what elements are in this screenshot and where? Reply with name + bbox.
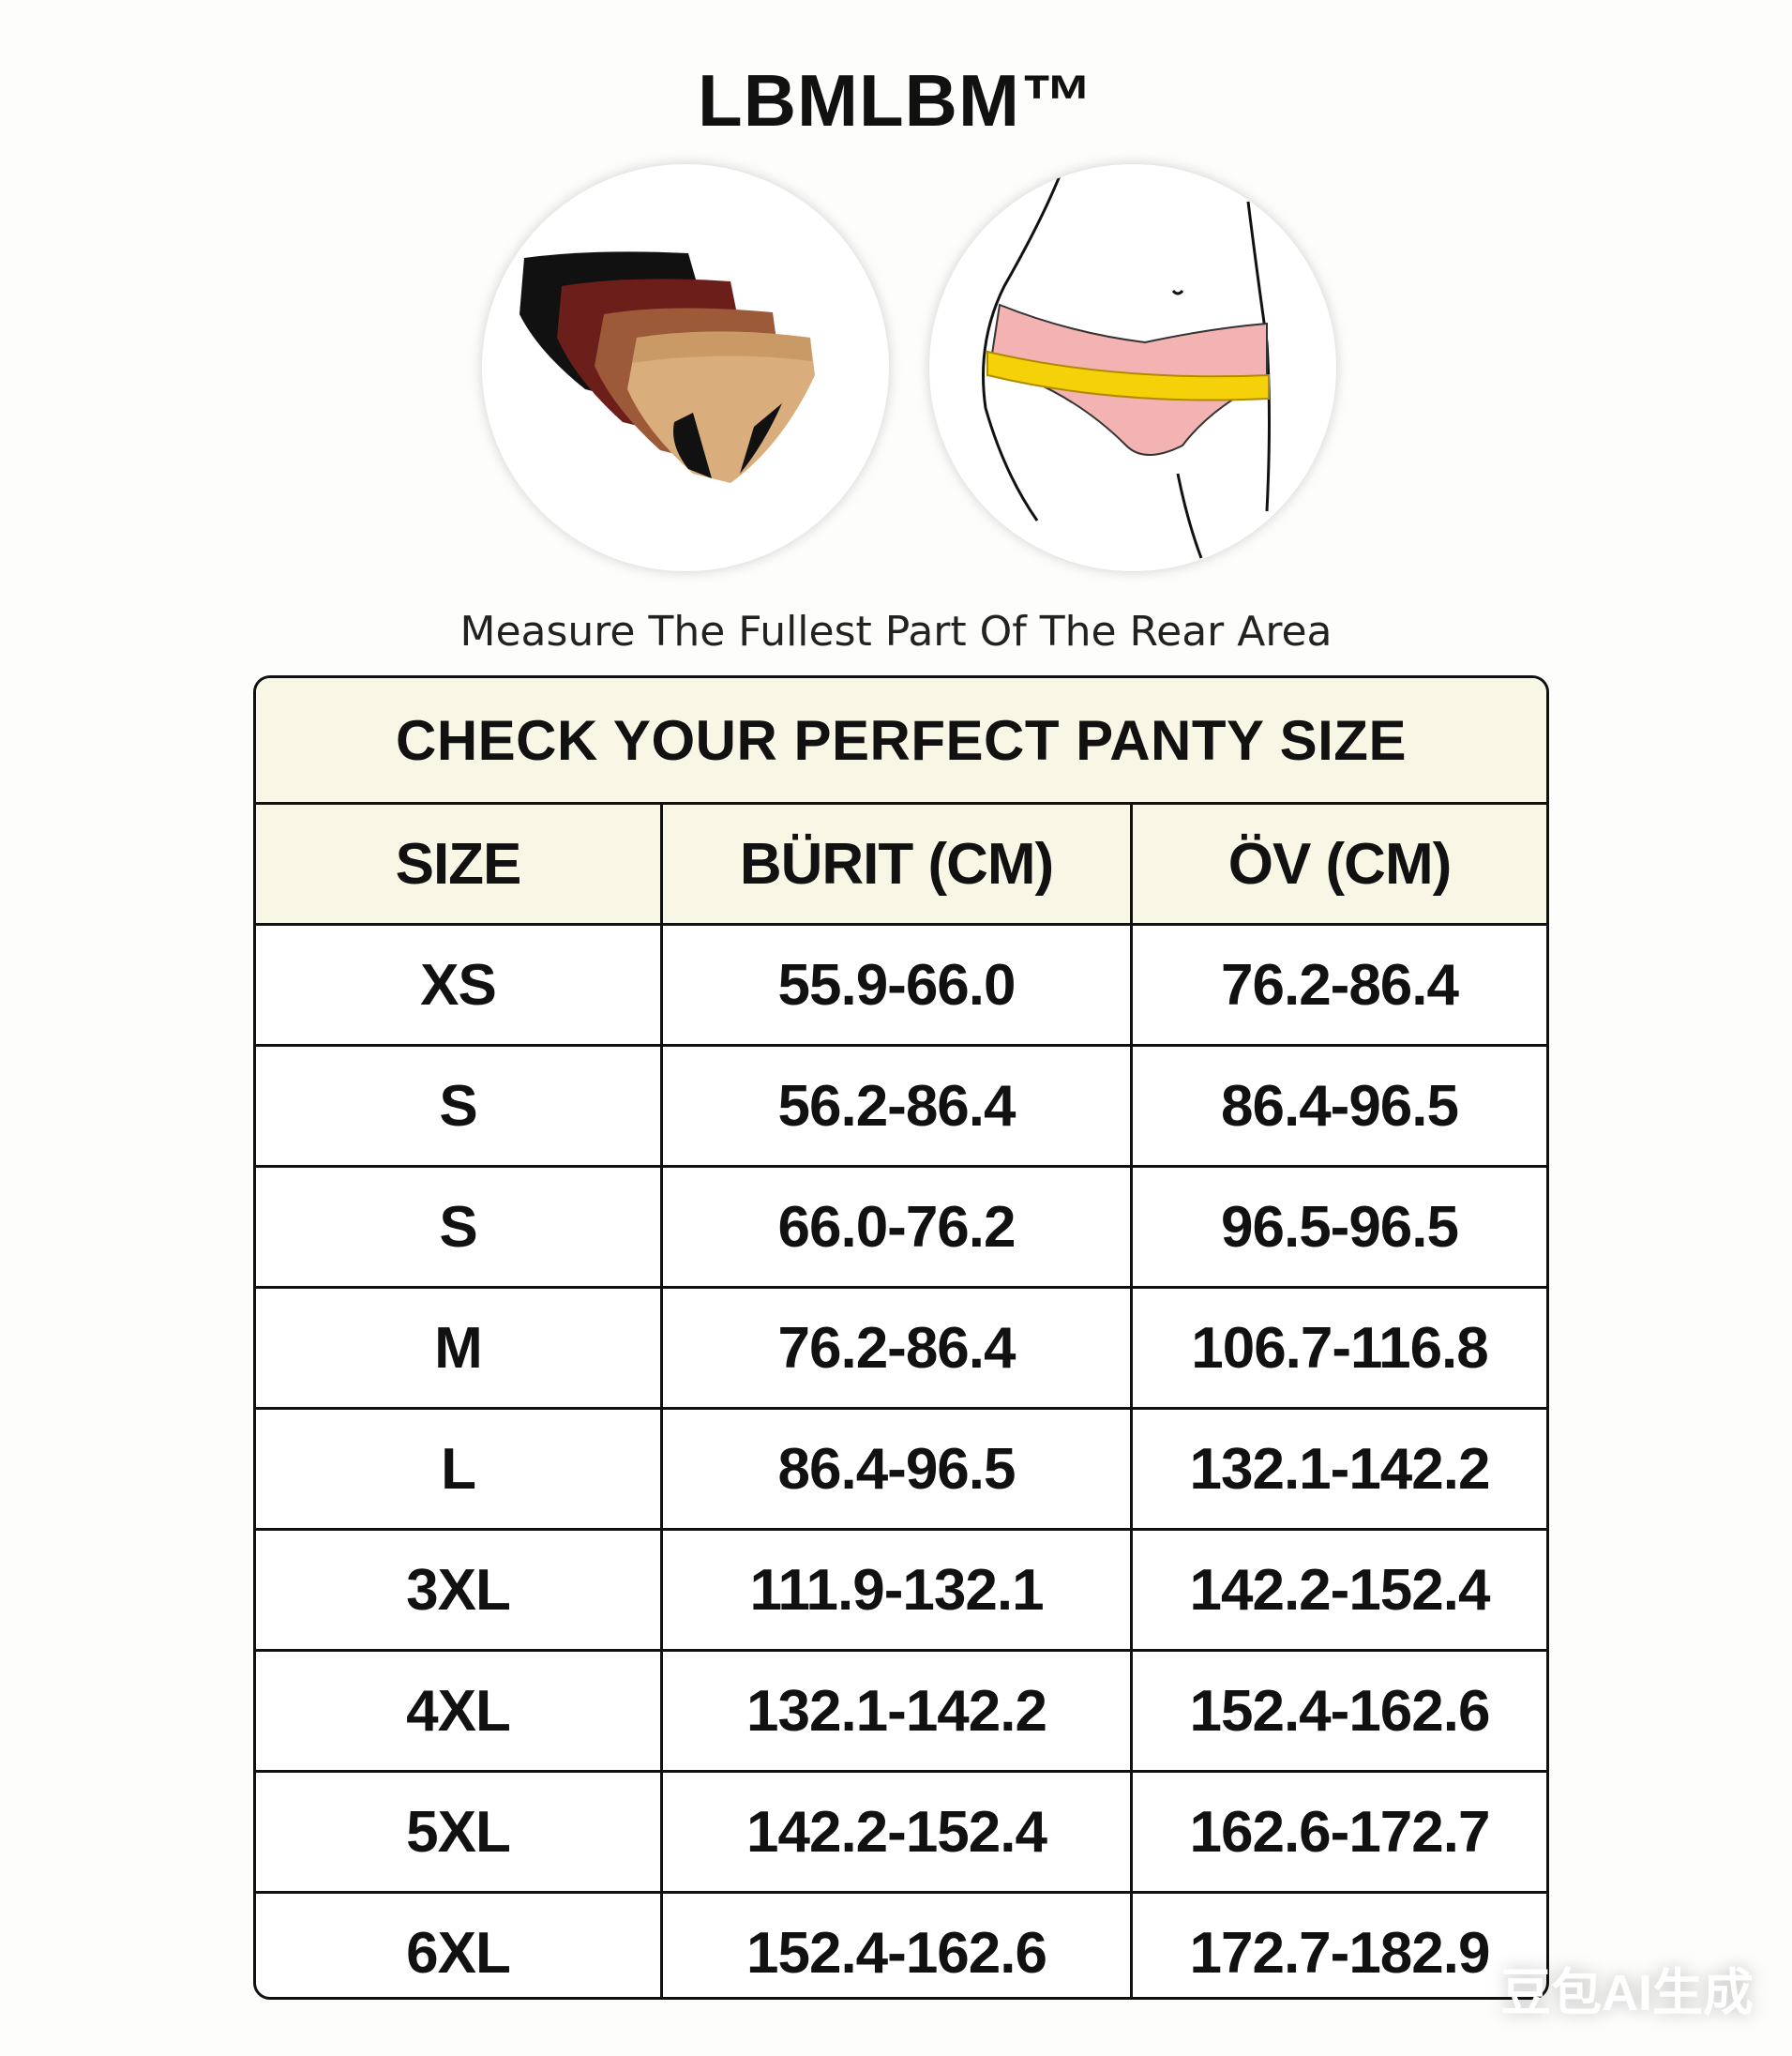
watermark: 豆包AI生成 — [1500, 1965, 1754, 2021]
table-row: 5XL 142.2-152.4 162.6-172.7 — [256, 1773, 1546, 1894]
size-cell: 4XL — [256, 1652, 663, 1770]
waist-cell: 56.2-86.4 — [663, 1047, 1133, 1165]
hip-cell: 86.4-96.5 — [1221, 1073, 1459, 1139]
hip-cell: 106.7-116.8 — [1191, 1315, 1489, 1381]
size-cell: S — [256, 1047, 663, 1165]
hip-cell: 142.2-152.4 — [1189, 1557, 1491, 1623]
table-row: S 66.0-76.2 96.5-96.5 — [256, 1168, 1546, 1289]
waist-cell: 132.1-142.2 — [663, 1652, 1133, 1770]
waist-cell: 55.9-66.0 — [663, 926, 1133, 1044]
hip-measurement-illustration — [929, 164, 1336, 571]
size-cell: 5XL — [256, 1773, 663, 1891]
header-size: SIZE — [256, 805, 663, 923]
table-row: 3XL 111.9-132.1 142.2-152.4 — [256, 1531, 1546, 1652]
table-row: L 86.4-96.5 132.1-142.2 — [256, 1410, 1546, 1531]
size-cell: S — [256, 1168, 663, 1286]
brand-logo: LBMLBM™ — [698, 59, 1094, 142]
panties-stack-image — [482, 164, 889, 571]
header-hip: ÖV (CM) — [1227, 831, 1453, 897]
header-waist: BÜRIT (CM) — [663, 805, 1133, 923]
waist-cell: 142.2-152.4 — [663, 1773, 1133, 1891]
waist-cell: 76.2-86.4 — [663, 1289, 1133, 1407]
size-cell: 6XL — [256, 1894, 663, 1997]
waist-cell: 152.4-162.6 — [663, 1894, 1133, 1997]
hip-cell: 152.4-162.6 — [1189, 1678, 1491, 1744]
size-cell: 3XL — [256, 1531, 663, 1649]
measurement-caption: Measure The Fullest Part Of The Rear Are… — [459, 608, 1333, 656]
size-chart-table: CHECK YOUR PERFECT PANTY SIZE SIZE BÜRIT… — [253, 675, 1549, 2000]
table-row: 6XL 152.4-162.6 172.7-182.9 — [256, 1894, 1546, 1997]
waist-cell: 86.4-96.5 — [663, 1410, 1133, 1528]
size-cell: XS — [256, 926, 663, 1044]
table-title: CHECK YOUR PERFECT PANTY SIZE — [256, 678, 1546, 805]
size-cell: L — [256, 1410, 663, 1528]
table-row: XS 55.9-66.0 76.2-86.4 — [256, 926, 1546, 1047]
table-row: M 76.2-86.4 106.7-116.8 — [256, 1289, 1546, 1410]
table-header-row: SIZE BÜRIT (CM) ÖV (CM) — [256, 805, 1546, 926]
hip-cell: 132.1-142.2 — [1189, 1436, 1491, 1502]
waist-cell: 111.9-132.1 — [663, 1531, 1133, 1649]
table-row: S 56.2-86.4 86.4-96.5 — [256, 1047, 1546, 1168]
waist-cell: 66.0-76.2 — [663, 1168, 1133, 1286]
table-row: 4XL 132.1-142.2 152.4-162.6 — [256, 1652, 1546, 1773]
hip-cell: 76.2-86.4 — [1221, 952, 1459, 1018]
hip-cell: 162.6-172.7 — [1189, 1799, 1491, 1865]
size-cell: M — [256, 1289, 663, 1407]
hip-cell: 172.7-182.9 — [1189, 1920, 1491, 1986]
hip-cell: 96.5-96.5 — [1221, 1194, 1459, 1260]
